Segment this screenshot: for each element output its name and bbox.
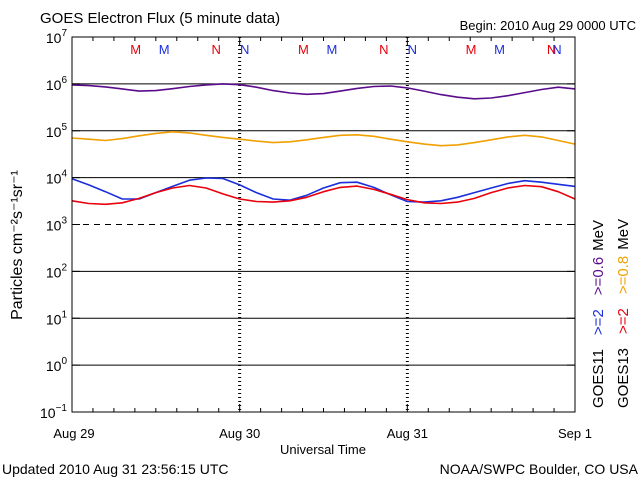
legend-goes13-entry-2: MeV xyxy=(615,219,632,250)
legend-goes11-name: GOES11 xyxy=(590,349,607,408)
legend-goes11: GOES11 >=2 >=0.6 MeV xyxy=(590,220,607,408)
marker-label-7: N xyxy=(408,42,417,57)
legend-goes13-entry-1: >=0.8 xyxy=(615,256,632,294)
begin-label: Begin: 2010 Aug 29 0000 UTC xyxy=(460,18,636,33)
legend-goes11-entry-1: >=0.6 xyxy=(590,257,607,295)
y-tick-label: 104 xyxy=(46,169,68,187)
marker-label-0: M xyxy=(130,42,141,57)
y-tick-label: 107 xyxy=(46,28,68,46)
y-tick-label: 103 xyxy=(46,216,68,234)
marker-label-4: M xyxy=(298,42,309,57)
legend-goes11-entry-2: MeV xyxy=(590,220,607,251)
marker-label-2: N xyxy=(211,42,220,57)
x-tick-label: Aug 29 xyxy=(53,426,94,441)
y-tick-label: 10−1 xyxy=(40,403,67,421)
gridlines xyxy=(72,83,575,366)
marker-labels: M M N N M M N N M M NN xyxy=(130,42,561,57)
marker-label-9: M xyxy=(494,42,505,57)
marker-label-1: M xyxy=(159,42,170,57)
marker-label-5: M xyxy=(326,42,337,57)
y-tick-label: 105 xyxy=(46,122,68,140)
x-axis-tick-labels: Aug 29 Aug 30 Aug 31 Sep 1 xyxy=(53,426,592,441)
legend-goes13-entry-0: >=2 xyxy=(615,308,632,334)
marker-label-3: N xyxy=(240,42,249,57)
marker-label-6: N xyxy=(379,42,388,57)
marker-label-11: N xyxy=(552,42,561,57)
data-series xyxy=(71,83,576,206)
x-tick-label: Sep 1 xyxy=(558,426,592,441)
x-tick-label: Aug 31 xyxy=(387,426,428,441)
y-tick-label: 101 xyxy=(46,309,68,327)
x-axis-label: Universal Time xyxy=(280,442,366,457)
series-line-1 xyxy=(71,131,576,147)
source-credit: NOAA/SWPC Boulder, CO USA xyxy=(440,461,639,477)
y-axis-label: Particles cm⁻²s⁻¹sr⁻¹ xyxy=(9,170,26,320)
x-tick-label: Aug 30 xyxy=(219,426,260,441)
marker-label-8: M xyxy=(466,42,477,57)
legend-goes13: GOES13 >=2 >=0.8 MeV xyxy=(615,219,632,408)
legend-goes11-entry-0: >=2 xyxy=(590,309,607,335)
updated-timestamp: Updated 2010 Aug 31 23:56:15 UTC xyxy=(2,461,229,477)
day-divider-lines xyxy=(71,37,576,412)
y-tick-label: 106 xyxy=(46,75,68,93)
y-axis-tick-labels: 107 106 105 104 103 102 101 100 10−1 xyxy=(40,28,575,421)
series-line-0 xyxy=(71,83,576,100)
y-tick-label: 100 xyxy=(46,356,68,374)
y-tick-label: 102 xyxy=(46,262,68,280)
legend-goes13-name: GOES13 xyxy=(615,348,632,408)
chart-title: GOES Electron Flux (5 minute data) xyxy=(40,10,280,27)
series-line-3 xyxy=(71,184,576,206)
marker-label-10: N xyxy=(547,42,556,57)
